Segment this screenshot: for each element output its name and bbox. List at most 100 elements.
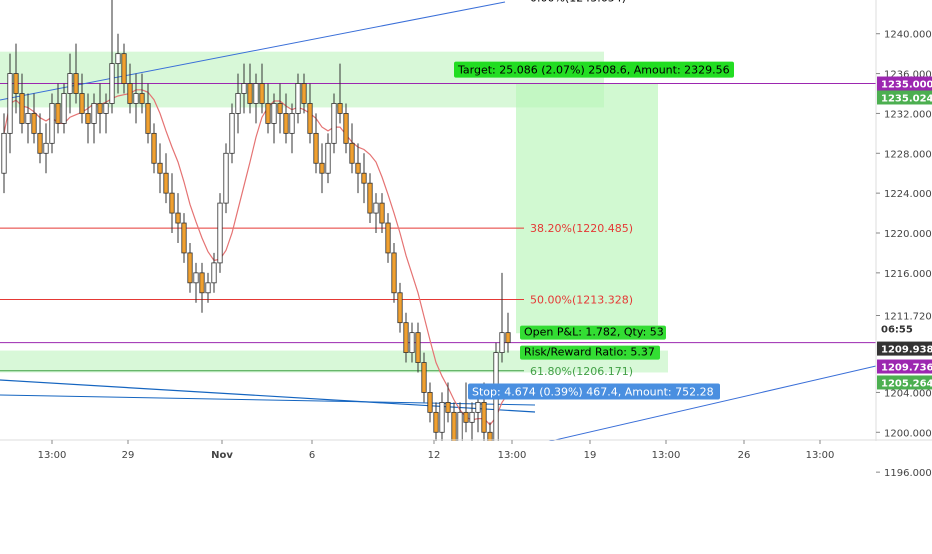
candle-body-74 <box>445 401 451 413</box>
candle-77 <box>463 382 469 433</box>
candle-body-8 <box>49 103 55 144</box>
price-tag-3: 1209.938 <box>877 341 932 356</box>
candle-body-53 <box>319 162 325 174</box>
candle-body-13 <box>79 93 85 114</box>
candle-62 <box>373 193 379 233</box>
candle-21 <box>127 63 133 114</box>
candle-44 <box>265 83 271 134</box>
price-tag-text-3: 1209.938 <box>881 345 932 356</box>
fib-label-0: 0.00%(1243.654) <box>530 0 626 4</box>
candle-body-78 <box>469 411 475 423</box>
candle-36 <box>217 193 223 273</box>
candle-body-28 <box>169 192 175 214</box>
candle-body-14 <box>85 113 91 124</box>
candle-32 <box>193 262 199 303</box>
stop-label-text: Stop: 4.674 (0.39%) 467.4, Amount: 752.2… <box>472 385 714 398</box>
candle-55 <box>331 93 337 154</box>
y-tick-label-7: 1216.000 <box>884 269 932 280</box>
candle-11 <box>67 53 73 114</box>
candle-9 <box>55 83 61 134</box>
candle-body-61 <box>367 182 373 214</box>
fib-label-3: 61.80%(1206.171) <box>530 365 633 378</box>
price-tag-bg-5 <box>877 375 932 390</box>
candle-0 <box>1 113 7 194</box>
candle-63 <box>379 193 385 233</box>
candle-67 <box>403 312 409 363</box>
price-tag-text-1: 1235.024 <box>881 93 932 104</box>
y-tick-label-4: 1228.000 <box>884 149 932 160</box>
candle-16 <box>97 83 103 134</box>
y-tick-label-8: 1211.720 <box>884 312 932 323</box>
candle-body-22 <box>133 93 139 104</box>
candle-20 <box>121 43 127 94</box>
candle-19 <box>115 33 121 94</box>
candle-body-65 <box>391 252 397 294</box>
candle-body-1 <box>7 73 13 134</box>
candle-body-46 <box>277 103 283 114</box>
price-tag-bg-2 <box>877 321 932 336</box>
candle-body-6 <box>37 132 43 154</box>
candle-body-73 <box>439 401 445 433</box>
candle-35 <box>211 252 217 293</box>
candle-body-7 <box>43 142 49 154</box>
price-tag-text-4: 1209.736 <box>881 363 932 374</box>
candle-70 <box>421 352 427 403</box>
candle-68 <box>409 322 415 363</box>
candle-body-41 <box>247 83 253 104</box>
candle-body-33 <box>199 272 205 294</box>
candle-body-27 <box>163 172 169 194</box>
candle-42 <box>253 73 259 124</box>
candle-28 <box>169 173 175 233</box>
x-tick-label-2: Nov <box>211 450 233 461</box>
candle-body-9 <box>55 103 61 124</box>
candle-body-60 <box>361 172 367 184</box>
x-axis-bg <box>0 441 932 551</box>
x-tick-label-1: 29 <box>122 450 135 461</box>
candle-41 <box>247 63 253 114</box>
price-tag-4: 1209.736 <box>877 359 932 374</box>
price-tag-text-2: 06:55 <box>881 325 913 336</box>
candle-body-59 <box>355 162 361 174</box>
candle-64 <box>385 213 391 263</box>
candle-54 <box>325 133 331 184</box>
candle-body-84 <box>505 332 511 344</box>
candle-31 <box>187 242 193 293</box>
candle-body-72 <box>433 411 439 433</box>
candle-body-62 <box>373 202 379 214</box>
candle-65 <box>391 242 397 303</box>
candle-73 <box>439 392 445 443</box>
price-tag-1: 1235.024 <box>877 90 932 105</box>
candle-body-4 <box>25 113 31 124</box>
y-tick-label-10: 1200.000 <box>884 428 932 439</box>
candle-33 <box>199 262 205 313</box>
candle-29 <box>175 193 181 243</box>
price-tag-5: 1205.264 <box>877 375 932 390</box>
candle-1 <box>7 53 13 154</box>
candle-body-30 <box>181 222 187 254</box>
price-tag-bg-3 <box>877 341 932 356</box>
candle-22 <box>133 73 139 124</box>
candle-12 <box>73 43 79 104</box>
candle-body-19 <box>115 53 121 65</box>
candle-34 <box>205 272 211 303</box>
candle-body-42 <box>253 83 259 104</box>
price-tag-bg-1 <box>877 90 932 105</box>
candle-59 <box>355 143 361 194</box>
candle-47 <box>283 93 289 144</box>
candle-72 <box>433 402 439 443</box>
x-tick-label-3: 6 <box>309 450 315 461</box>
candle-body-40 <box>241 83 247 94</box>
candle-body-64 <box>385 222 391 254</box>
candle-body-26 <box>157 162 163 174</box>
stop-label-bg <box>468 383 720 400</box>
candle-26 <box>157 143 163 194</box>
candle-body-24 <box>145 103 151 134</box>
candle-body-66 <box>397 292 403 324</box>
trendline-upper <box>0 1 506 101</box>
pnl-label-bg <box>520 325 666 340</box>
candle-74 <box>445 382 451 423</box>
candle-body-2 <box>13 73 19 94</box>
